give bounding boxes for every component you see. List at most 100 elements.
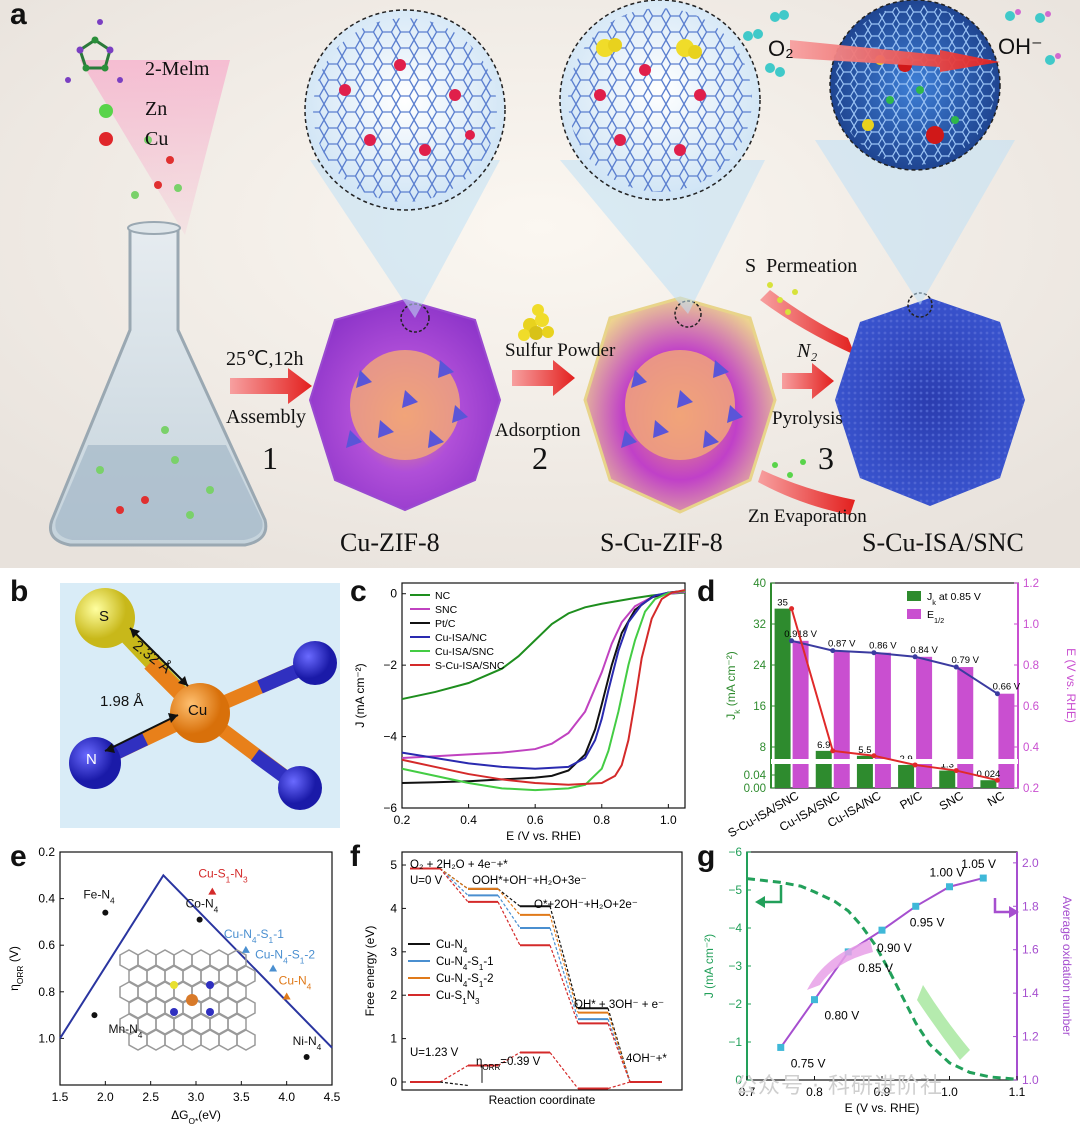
free-energy-diagram: 0 1 2 3 4 5 Reaction coordinate Free energy (eV… xyxy=(363,851,683,1107)
y-left-tick-label: −1 xyxy=(728,1035,742,1049)
oxidation-state-chart: 0.7 0.8 0.9 1.0 1.10−1−2−3−4−5−61.01.21.41.6… xyxy=(702,845,1074,1115)
oxidation-point xyxy=(979,874,987,882)
cu-zif-8-polyhedron xyxy=(308,298,502,512)
state-label: O*+2OH⁻+H₂O+2e⁻ xyxy=(534,899,638,911)
s-cu-zif-8-zoom-bubble xyxy=(559,0,761,201)
legend-label: Cu-N4 xyxy=(436,939,468,955)
data-point xyxy=(196,916,203,923)
inset-atom xyxy=(206,1008,214,1016)
e12-trend-point xyxy=(830,648,836,654)
y-tick-label: 0.8 xyxy=(38,985,55,999)
legend-label: Pt/C xyxy=(435,618,456,630)
right-axis-pointer xyxy=(993,898,1013,914)
y-right-tick-label: 1.2 xyxy=(1022,1030,1039,1044)
point-label: Mn-N4 xyxy=(108,1022,142,1040)
jk-trend-point xyxy=(871,753,877,759)
s-cu-isa-snc-particle xyxy=(835,292,1025,506)
inset-hexagon xyxy=(236,997,256,1019)
panel-a: a 2-Melm Zn Cu 25℃,12h Assembly 1 Sulfur… xyxy=(0,0,1080,568)
atom-cu-label: Cu xyxy=(188,702,208,719)
energy-connector xyxy=(439,868,469,896)
oxidation-point xyxy=(912,902,920,910)
y-tick-label: 1.0 xyxy=(38,1031,55,1045)
panel-e: e 1.5 2.0 2.5 3.0 3.5 4.0 4.5 0.2 0.4 0.6 0.8 1.0 ΔG… xyxy=(0,840,350,1125)
y-right-tick-label: 0.4 xyxy=(1023,742,1040,754)
x-tick-label: 4.0 xyxy=(278,1090,295,1104)
x-tick-label: 0.2 xyxy=(394,813,411,827)
sulfur-powder-icon xyxy=(518,304,554,341)
panel-c: c 0.2 0.4 0.6 0.8 1.0 0 −2 −4 −6 E (V vs. RHE) J (… xyxy=(350,575,695,840)
legend-label: Cu-S1N3 xyxy=(436,990,480,1006)
y-tick-label: 5 xyxy=(390,858,397,872)
jk-value-label: 35 xyxy=(777,598,788,609)
inset-atom xyxy=(170,981,178,989)
energy-connector-u123 xyxy=(607,1081,631,1090)
oxidation-point xyxy=(777,1043,785,1051)
y-axis-label: ηORR (V) xyxy=(7,946,25,991)
legend-swatch xyxy=(907,609,921,619)
category-label: NC xyxy=(985,788,1007,809)
oxidation-point-label: 0.90 V xyxy=(877,941,912,955)
y-left-tick-label: −2 xyxy=(728,997,742,1011)
y-left-tick-label: 40 xyxy=(753,578,766,590)
eta-label: ηORR=0.39 V xyxy=(476,1056,541,1072)
inset-hexagon xyxy=(227,1013,247,1035)
y-left-axis-label: Jk (mA cm⁻²) xyxy=(724,651,742,720)
y-right-axis-label: Average oxidation number xyxy=(1060,896,1074,1036)
oxidation-point-label: 1.05 V xyxy=(961,857,996,871)
legend-label: NC xyxy=(435,590,451,602)
inset-hexagon xyxy=(227,949,247,971)
step2-name: Adsorption xyxy=(495,420,581,441)
y-axis-label: Free energy (eV) xyxy=(363,926,377,1017)
oxidation-point-label: 0.95 V xyxy=(910,915,945,929)
series-line-3 xyxy=(401,589,686,770)
step3-gas: N₂ xyxy=(797,340,818,362)
legend-label: Jk at 0.85 V xyxy=(927,591,981,607)
e12-trend-point xyxy=(789,638,795,644)
y-right-tick-label: 0.6 xyxy=(1023,701,1039,713)
jk-bar xyxy=(939,770,956,788)
current-density-line xyxy=(746,877,1018,1081)
y-tick-label: 1 xyxy=(390,1032,397,1046)
inset-hexagon xyxy=(200,1029,220,1051)
energy-connector-u123 xyxy=(439,1064,469,1083)
y-tick-label: 0 xyxy=(390,1075,397,1089)
e12-bar xyxy=(874,652,891,788)
oxidation-point-label: 0.80 V xyxy=(825,1009,860,1023)
plot-frame xyxy=(401,582,686,809)
energy-connector xyxy=(497,888,521,916)
legend-melm-label: 2-Melm xyxy=(145,58,210,80)
jk-bar xyxy=(774,608,791,788)
inset-hexagon xyxy=(218,1029,238,1051)
point-label: Cu-N4-S1-1 xyxy=(224,927,284,945)
left-axis-pointer-head xyxy=(755,896,765,908)
right-axis-pointer-head xyxy=(1009,906,1019,918)
e12-value-label: 0.918 V xyxy=(784,629,817,640)
jk-value-label: 0.024 xyxy=(977,769,1001,780)
plot-frame xyxy=(401,851,683,1091)
y-tick-label: 3 xyxy=(390,945,397,959)
oxidation-point-label: 0.85 V xyxy=(858,961,893,975)
x-tick-label: 1.1 xyxy=(1009,1085,1026,1099)
point-label: Cu-N4-S1-2 xyxy=(255,948,315,966)
inset-atom xyxy=(170,1008,178,1016)
polarization-chart: 0.2 0.4 0.6 0.8 1.0 0 −2 −4 −6 E (V vs. RHE) J (mA… xyxy=(353,582,686,840)
inset-hexagon xyxy=(182,1029,202,1051)
e12-trend-point xyxy=(912,654,918,660)
legend-label: E1/2 xyxy=(927,609,944,625)
melm-molecule-icon xyxy=(65,19,123,83)
jk-trend-point xyxy=(994,777,1000,783)
volcano-line xyxy=(59,873,333,1049)
s-cu-zif-8-polyhedron xyxy=(583,296,777,514)
point-label: Cu-N4 xyxy=(279,973,312,991)
atom-n-label: N xyxy=(86,751,97,768)
panel-letter: f xyxy=(350,840,360,873)
energy-connector xyxy=(607,1008,631,1083)
axis-break xyxy=(771,759,1018,764)
y-left-tick-label: −3 xyxy=(728,959,742,973)
product-s-cu-zif-8: S-Cu-ZIF-8 xyxy=(600,528,723,557)
legend-label: Cu-N4-S1-2 xyxy=(436,973,494,989)
reaction-oh-label: OH⁻ xyxy=(998,34,1043,59)
x-tick-label: 0.7 xyxy=(739,1085,756,1099)
cu-legend-icon xyxy=(99,132,113,146)
